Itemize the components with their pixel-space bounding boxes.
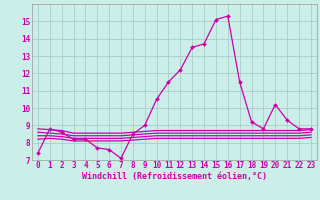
- X-axis label: Windchill (Refroidissement éolien,°C): Windchill (Refroidissement éolien,°C): [82, 172, 267, 181]
